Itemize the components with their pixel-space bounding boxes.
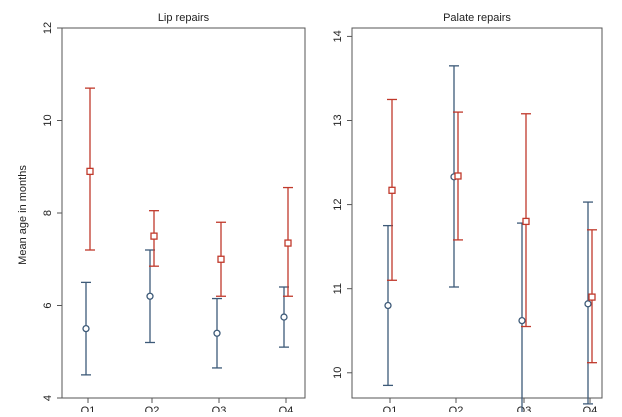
panel-2-series-1-Q1-marker xyxy=(384,301,392,310)
panel-1-title: Lip repairs xyxy=(158,12,210,24)
panel-2-xtick-label: Q4 xyxy=(583,405,598,412)
panel-2-ytick-label: 14 xyxy=(332,30,344,42)
panel-2-frame xyxy=(351,27,603,399)
panel-2-ytick-label: 12 xyxy=(332,198,344,210)
panel-2-ytick-label: 11 xyxy=(332,283,344,294)
panel-2-xtick-label: Q1 xyxy=(383,405,398,412)
panel-1-xtick-label: Q1 xyxy=(81,405,96,412)
panel-2-series-2-Q2-marker xyxy=(454,172,462,180)
panel-2-ytick-label: 10 xyxy=(332,367,344,379)
y-axis-label: Mean age in months xyxy=(17,165,29,265)
panel-1-xtick-label: Q3 xyxy=(212,405,227,412)
panel-1-series-2-Q3-marker xyxy=(217,255,225,263)
panel-2-xtick-label: Q3 xyxy=(517,405,532,412)
panel-2-series-2-Q4-marker xyxy=(588,293,596,301)
panel-1-series-1-Q4-marker xyxy=(280,313,288,321)
panel-1-xtick-label: Q4 xyxy=(279,405,294,412)
panel-1-series-1-Q1-marker xyxy=(82,324,90,333)
panel-1-frame xyxy=(61,27,306,399)
panel-2-series-2-Q1-marker xyxy=(388,186,396,194)
panel-2-ytick-label: 13 xyxy=(332,114,344,126)
panel-2-xtick-label: Q2 xyxy=(449,405,464,412)
panel-1-ytick-label: 8 xyxy=(42,210,54,216)
panel-1-series-2-Q2-marker xyxy=(150,232,158,240)
panel-1-xtick-label: Q2 xyxy=(145,405,160,412)
panel-1-ytick-label: 6 xyxy=(42,302,54,308)
panel-1-series-2-Q1-marker xyxy=(86,167,94,176)
panel-1-series-1-Q3-marker xyxy=(213,329,221,337)
panel-1-ytick-label: 12 xyxy=(42,22,54,34)
panel-2-title: Palate repairs xyxy=(443,12,511,24)
panel-2-series-1-Q3-marker xyxy=(518,316,526,325)
panel-2-series-2-Q3-marker xyxy=(522,217,530,226)
panel-2-series-1-Q4-marker xyxy=(584,300,592,308)
panel-1-series-1-Q2-marker xyxy=(146,292,154,300)
panel-1-series-2-Q4-marker xyxy=(284,239,292,247)
panel-1-ytick-label: 10 xyxy=(42,114,54,126)
panel-1-ytick-label: 4 xyxy=(42,395,54,401)
